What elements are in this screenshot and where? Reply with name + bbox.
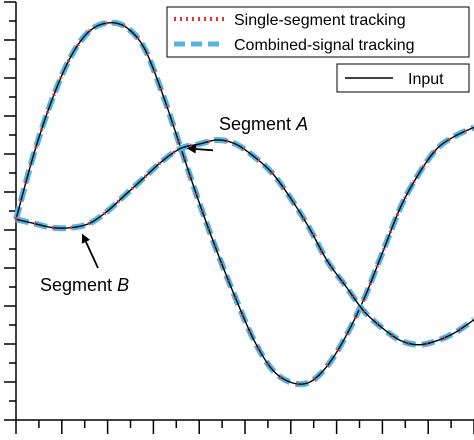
annotation-segment-a: Segment A bbox=[186, 114, 308, 154]
annotation-text-b: Segment B bbox=[40, 275, 129, 295]
legend: Single-segment tracking Combined-signal … bbox=[166, 6, 470, 93]
annotations: Segment A Segment B bbox=[40, 114, 308, 295]
annotation-label-b: Segment bbox=[40, 275, 112, 295]
annotation-arrowhead-a bbox=[186, 144, 197, 154]
annotation-arrow-a bbox=[195, 148, 214, 152]
single-segment-line-a bbox=[14, 20, 474, 386]
annotation-label-a: Segment bbox=[219, 114, 291, 134]
annotation-arrowhead-b bbox=[81, 233, 90, 244]
series-lines bbox=[13, 19, 474, 388]
legend-label-combined-signal: Combined-signal tracking bbox=[234, 37, 415, 54]
axes bbox=[4, 1, 474, 434]
legend-label-single-segment: Single-segment tracking bbox=[234, 12, 406, 29]
annotation-italic-a: A bbox=[295, 114, 308, 134]
annotation-segment-b: Segment B bbox=[40, 233, 129, 295]
annotation-arrow-b bbox=[85, 241, 99, 269]
annotation-italic-b: B bbox=[117, 275, 129, 295]
legend-box-tracking bbox=[166, 6, 470, 58]
annotation-text-a: Segment A bbox=[219, 114, 308, 134]
input-line-b bbox=[15, 139, 474, 346]
legend-label-input: Input bbox=[408, 71, 444, 88]
